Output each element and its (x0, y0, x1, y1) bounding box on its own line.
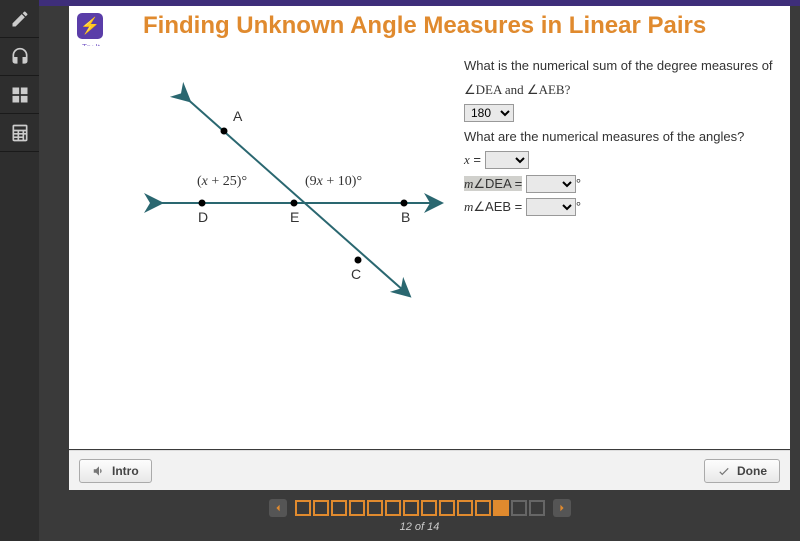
nav-box-12[interactable] (493, 500, 509, 516)
sum-select[interactable]: 180 (464, 104, 514, 122)
x-select[interactable] (485, 151, 529, 169)
sidebar-grid[interactable] (0, 76, 39, 114)
maeb-select[interactable] (526, 198, 576, 216)
calculator-icon (10, 123, 30, 143)
check-icon (717, 464, 731, 478)
x-row: x = (464, 150, 784, 170)
diagram: A D E B C (x + 25)° (9x + 10)° (69, 46, 449, 346)
nav-box-8[interactable] (421, 500, 437, 516)
sidebar-pencil[interactable] (0, 0, 39, 38)
point-e-label: E (290, 209, 299, 225)
speaker-icon (92, 464, 106, 478)
nav-box-10[interactable] (457, 500, 473, 516)
header: ⚡ Try It Finding Unknown Angle Measures … (69, 6, 790, 46)
nav-box-2[interactable] (313, 500, 329, 516)
nav-box-13[interactable] (511, 500, 527, 516)
maeb-row: m∠AEB = ° (464, 197, 784, 217)
nav-label: 12 of 14 (400, 521, 440, 533)
sidebar-calculator[interactable] (0, 114, 39, 152)
content: ⚡ Try It Finding Unknown Angle Measures … (39, 0, 800, 490)
question-area: What is the numerical sum of the degree … (464, 56, 784, 221)
nav-box-14[interactable] (529, 500, 545, 516)
try-it-icon: ⚡ (77, 13, 103, 39)
main-panel: A D E B C (x + 25)° (9x + 10)° What is t… (69, 46, 790, 449)
done-button[interactable]: Done (704, 459, 780, 483)
grid-icon (10, 85, 30, 105)
q2: What are the numerical measures of the a… (464, 127, 784, 147)
nav-box-9[interactable] (439, 500, 455, 516)
nav-box-3[interactable] (331, 500, 347, 516)
nav-boxes (263, 499, 577, 517)
nav-box-11[interactable] (475, 500, 491, 516)
nav-box-7[interactable] (403, 500, 419, 516)
nav-box-1[interactable] (295, 500, 311, 516)
sidebar-headphones[interactable] (0, 38, 39, 76)
bottom-bar: Intro Done (69, 450, 790, 490)
point-b-label: B (401, 209, 410, 225)
nav-footer: 12 of 14 (39, 490, 800, 541)
nav-box-5[interactable] (367, 500, 383, 516)
point-a-label: A (233, 108, 242, 124)
pencil-icon (10, 9, 30, 29)
expr-right: (9x + 10)° (305, 174, 362, 190)
nav-box-4[interactable] (349, 500, 365, 516)
sidebar (0, 0, 39, 541)
diagram-svg (69, 46, 449, 346)
expr-left: (x + 25)° (197, 174, 247, 190)
intro-button[interactable]: Intro (79, 459, 152, 483)
headphones-icon (10, 47, 30, 67)
x-label: x (464, 152, 470, 167)
point-d-label: D (198, 209, 208, 225)
nav-box-6[interactable] (385, 500, 401, 516)
q1-line2: ∠DEA and ∠AEB? (464, 80, 784, 100)
mdea-row: m∠DEA = ° (464, 174, 784, 194)
page-title: Finding Unknown Angle Measures in Linear… (143, 12, 706, 40)
q1-line1: What is the numerical sum of the degree … (464, 56, 784, 76)
mdea-select[interactable] (526, 175, 576, 193)
nav-next[interactable] (553, 499, 571, 517)
nav-prev[interactable] (269, 499, 287, 517)
point-c-label: C (351, 266, 361, 282)
